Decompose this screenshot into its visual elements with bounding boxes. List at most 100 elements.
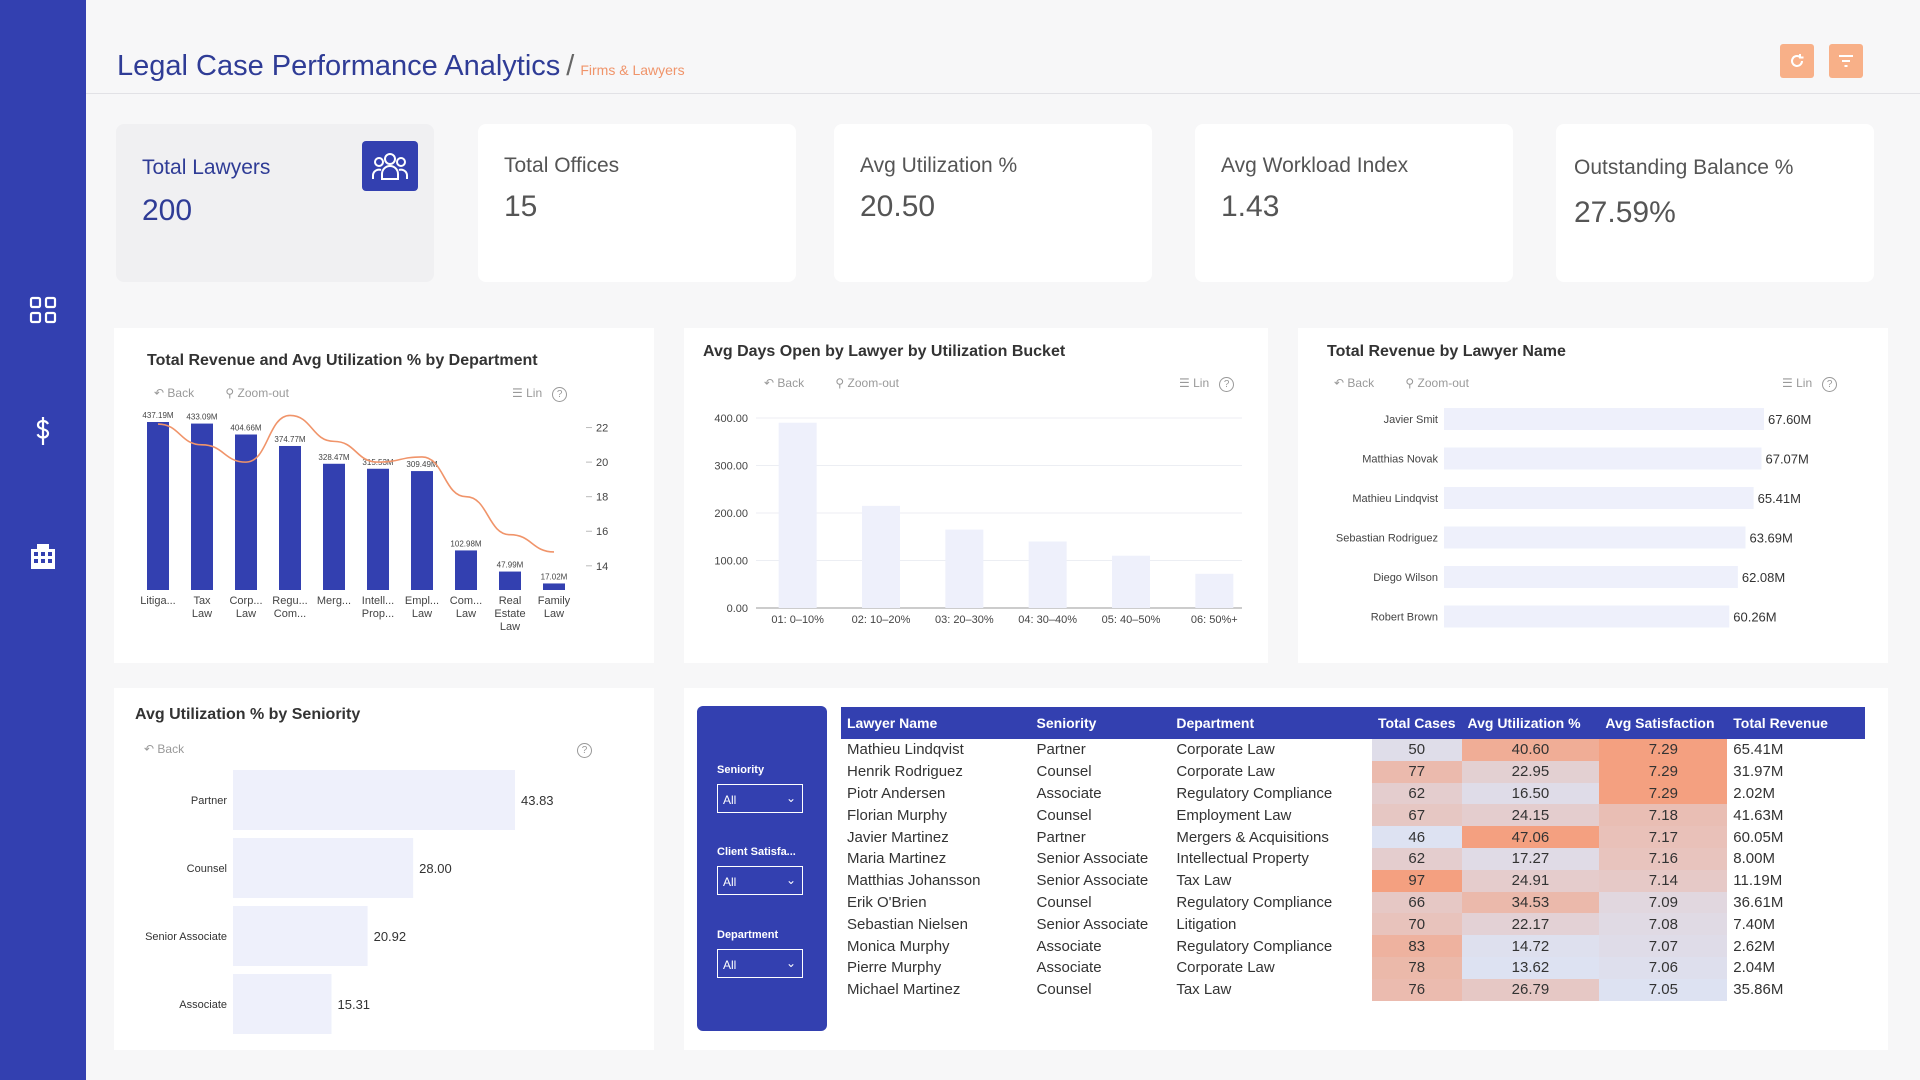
chart-toolbar-right: ☰ Lin? — [1782, 376, 1838, 392]
y2-tick-label: 16 — [596, 526, 608, 538]
department-dropdown[interactable]: All ⌄ — [717, 949, 803, 978]
table-row[interactable]: Javier Martinez Partner Mergers & Acquisit… — [841, 826, 1865, 848]
table-cell: 16.50 — [1461, 782, 1600, 805]
kpi-label: Total Offices — [504, 154, 620, 177]
back-button[interactable]: ↶ Back — [144, 742, 185, 756]
column-header[interactable]: Total Cases — [1371, 707, 1462, 739]
chevron-down-icon: ⌄ — [785, 956, 796, 970]
bar-data-label: 28.00 — [419, 861, 452, 876]
column-header[interactable]: Seniority — [1030, 707, 1171, 739]
back-button[interactable]: ↶ Back — [764, 376, 805, 390]
zoom-out-button[interactable]: ⚲ Zoom-out — [225, 386, 289, 400]
table-row[interactable]: Henrik Rodriguez Counsel Corporate Law 77 22… — [841, 760, 1865, 783]
page-header: Legal Case Performance Analytics / Firms &… — [86, 0, 1920, 94]
back-button[interactable]: ↶ Back — [154, 386, 195, 400]
page-title-text: Legal Case Performance Analytics — [117, 50, 561, 82]
zoom-out-button[interactable]: ⚲ Zoom-out — [1405, 376, 1469, 390]
help-icon[interactable]: ? — [577, 743, 592, 758]
revenue-bar — [323, 463, 345, 590]
table-cell: 14.72 — [1461, 935, 1600, 957]
y-tick-label: 0.00 — [727, 603, 748, 615]
table-cell: Associate — [1036, 937, 1102, 955]
list-icon[interactable]: ☰ — [1179, 376, 1190, 390]
table-cell: Henrik Rodriguez — [847, 763, 963, 781]
table-row[interactable]: Sebastian Nielsen Senior Associate Litigat… — [841, 913, 1865, 936]
chart-title: Avg Utilization % by Seniority — [135, 706, 361, 723]
category-tick-label: Com... — [274, 608, 306, 620]
table-row[interactable]: Michael Martinez Counsel Tax Law 76 26.79 7.0… — [841, 978, 1865, 1001]
column-header[interactable]: Avg Utilization % — [1461, 707, 1600, 739]
back-label: Back — [1347, 376, 1375, 390]
list-icon[interactable]: ☰ — [512, 386, 523, 400]
breadcrumb[interactable]: Firms & Lawyers — [580, 62, 685, 78]
filter-button[interactable] — [1829, 44, 1863, 78]
seniority-bar — [233, 974, 332, 1034]
kpi-total-lawyers[interactable]: Total Lawyers 200 — [116, 124, 434, 282]
table-row[interactable]: Monica Murphy Associate Regulatory Complia… — [841, 935, 1865, 957]
kpi-value: 200 — [142, 194, 193, 227]
y2-tick-label: 22 — [596, 423, 608, 435]
satisfaction-dropdown[interactable]: All ⌄ — [717, 866, 803, 895]
refresh-button[interactable] — [1780, 44, 1814, 78]
category-tick-label: 05: 40–50% — [1102, 614, 1161, 626]
lin-label[interactable]: Lin — [526, 386, 543, 400]
table-cell: Michael Martinez — [847, 981, 961, 999]
lin-label[interactable]: Lin — [1796, 376, 1813, 390]
list-icon[interactable]: ☰ — [1782, 376, 1793, 390]
help-icon[interactable]: ? — [1822, 377, 1838, 392]
building-icon[interactable] — [25, 538, 61, 574]
days-open-bar — [1195, 573, 1234, 608]
table-row[interactable]: Maria Martinez Senior Associate Intellectu… — [841, 847, 1865, 870]
table-row[interactable]: Piotr Andersen Associate Regulatory Compli… — [841, 782, 1865, 805]
table-cell: Corporate Law — [1176, 763, 1275, 781]
zoom-out-button[interactable]: ⚲ Zoom-out — [835, 376, 899, 390]
days-open-bar — [945, 529, 984, 608]
table-cell: Pierre Murphy — [847, 959, 942, 977]
kpi-avg-utilization[interactable]: Avg Utilization % 20.50 — [834, 124, 1152, 282]
table-cell: 60.05M — [1733, 828, 1784, 846]
dollar-icon[interactable] — [25, 413, 61, 449]
category-tick-label: Diego Wilson — [1373, 572, 1438, 584]
column-header[interactable]: Total Revenue — [1727, 707, 1865, 739]
table-cell: Mathieu Lindqvist — [847, 741, 964, 759]
table-cell: 66 — [1371, 891, 1462, 914]
table-row[interactable]: Pierre Murphy Associate Corporate Law 78 13.… — [841, 956, 1865, 979]
table-cell: 7.06 — [1599, 956, 1728, 979]
table-cell: 7.07 — [1599, 935, 1728, 957]
table-cell: Intellectual Property — [1176, 850, 1309, 868]
chart-toolbar: ↶ Back ⚲ Zoom-out — [1334, 376, 1497, 390]
table-cell: 65.41M — [1733, 741, 1784, 759]
table-row[interactable]: Florian Murphy Counsel Employment Law 67 24.… — [841, 804, 1865, 827]
grid-icon[interactable] — [25, 292, 61, 328]
table-cell: 50 — [1371, 739, 1462, 761]
back-label: Back — [777, 376, 805, 390]
column-header[interactable]: Department — [1170, 707, 1372, 739]
kpi-avg-workload[interactable]: Avg Workload Index 1.43 — [1195, 124, 1513, 282]
back-button[interactable]: ↶ Back — [1334, 376, 1375, 390]
table-row[interactable]: Mathieu Lindqvist Partner Corporate Law 50 4… — [841, 739, 1865, 761]
lin-label[interactable]: Lin — [1193, 376, 1210, 390]
bar-data-label: 67.60M — [1768, 412, 1811, 427]
column-header[interactable]: Lawyer Name — [841, 707, 1031, 739]
bar-data-label: 67.07M — [1765, 452, 1808, 467]
category-tick-label: Mathieu Lindqvist — [1352, 493, 1438, 505]
revenue-bar — [411, 471, 433, 590]
category-tick-label: Matthias Novak — [1362, 454, 1438, 466]
bar-data-label: 20.92 — [374, 929, 407, 944]
bar-data-label: 309.49M — [406, 460, 437, 469]
help-icon[interactable]: ? — [552, 387, 568, 402]
table-row[interactable]: Erik O'Brien Counsel Regulatory Compliance… — [841, 891, 1865, 914]
table-cell: 7.16 — [1599, 847, 1728, 870]
table-row[interactable]: Matthias Johansson Senior Associate Tax La… — [841, 869, 1865, 892]
kpi-outstanding-balance[interactable]: Outstanding Balance % 27.59% — [1556, 124, 1874, 282]
table-cell: 40.60 — [1461, 739, 1600, 761]
column-header[interactable]: Avg Satisfaction — [1599, 707, 1728, 739]
table-cell: 62 — [1371, 782, 1462, 805]
seniority-dropdown[interactable]: All ⌄ — [717, 784, 803, 813]
category-tick-label: Corp... — [229, 595, 262, 607]
days-open-chart: 400.00 300.00 200.00 100.00 0.00 01: 0–10% 02:… — [714, 413, 1242, 626]
help-icon[interactable]: ? — [1219, 377, 1235, 392]
table-cell: 2.62M — [1733, 937, 1775, 955]
kpi-total-offices[interactable]: Total Offices 15 — [478, 124, 796, 282]
bar-data-label: 62.08M — [1742, 570, 1785, 585]
